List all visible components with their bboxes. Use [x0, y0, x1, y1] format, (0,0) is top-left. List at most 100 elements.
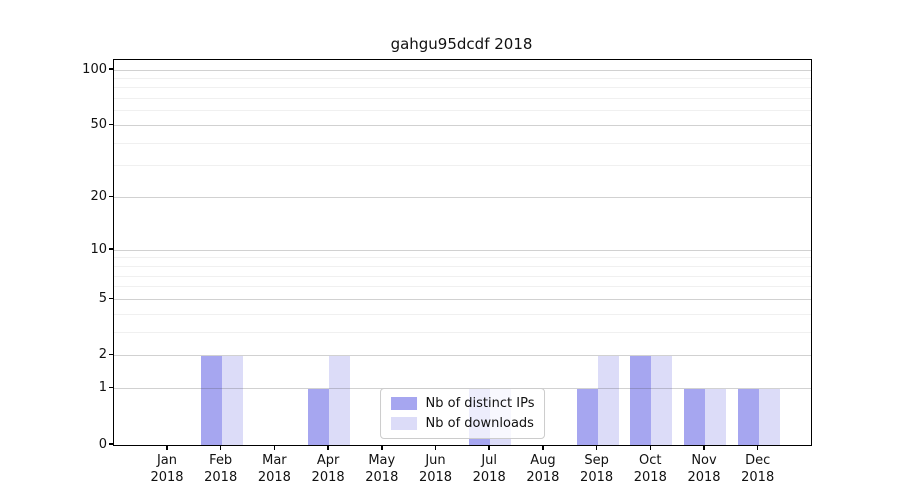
x-tick-month: May: [368, 453, 396, 468]
x-tick-mark: [219, 445, 222, 450]
y-tick-mark: [109, 386, 113, 389]
gridline-minor: [114, 257, 811, 259]
y-tick-label: 50: [90, 117, 107, 133]
gridline-minor: [114, 275, 811, 277]
gridline-minor: [114, 265, 811, 267]
bar-distinct-ips-dec: [737, 388, 759, 445]
gridline-minor: [114, 142, 811, 144]
legend-entry-downloads: Nb of downloads: [390, 416, 535, 431]
y-tick-mark: [109, 123, 113, 126]
x-tick-year: 2018: [526, 470, 560, 485]
bar-distinct-ips-feb: [200, 355, 222, 445]
gridline-major: [114, 69, 811, 71]
gridline-minor: [114, 165, 811, 167]
bar-downloads-oct: [651, 355, 673, 445]
x-tick-month: Dec: [745, 453, 771, 468]
x-tick-label-mar: Mar 2018: [242, 452, 306, 486]
bar-downloads-dec: [758, 388, 780, 445]
y-tick-label: 2: [98, 347, 107, 363]
x-tick-label-apr: Apr 2018: [296, 452, 360, 486]
gridline-major: [114, 298, 811, 300]
x-tick-year: 2018: [365, 470, 399, 485]
x-tick-label-may: May 2018: [350, 452, 414, 486]
x-tick-year: 2018: [472, 470, 506, 485]
x-tick-year: 2018: [687, 470, 721, 485]
y-tick-label: 0: [98, 436, 107, 452]
x-tick-year: 2018: [741, 470, 775, 485]
bar-downloads-nov: [705, 388, 726, 445]
x-tick-year: 2018: [150, 470, 184, 485]
gridline-major: [114, 125, 811, 127]
gridline-minor: [114, 77, 811, 79]
bar-downloads-sep: [597, 355, 619, 445]
legend-label-distinct-ips: Nb of distinct IPs: [425, 396, 535, 411]
x-tick-month: Oct: [639, 453, 662, 468]
x-tick-label-sep: Sep 2018: [565, 452, 629, 486]
x-tick-month: Jun: [425, 453, 446, 468]
x-tick-month: Mar: [262, 453, 287, 468]
x-tick-label-dec: Dec 2018: [726, 452, 790, 486]
x-tick-mark: [434, 445, 437, 450]
bar-downloads-feb: [221, 355, 243, 445]
gridline-minor: [114, 110, 811, 112]
x-tick-year: 2018: [257, 470, 291, 485]
bar-distinct-ips-sep: [576, 388, 598, 445]
x-tick-mark: [488, 445, 490, 450]
x-tick-mark: [381, 445, 383, 450]
x-tick-month: Feb: [209, 453, 233, 468]
bar-distinct-ips-oct: [630, 355, 652, 445]
y-tick-mark: [109, 68, 113, 70]
gridline-minor: [114, 313, 811, 315]
x-tick-label-oct: Oct 2018: [618, 452, 682, 486]
gridline-minor: [114, 331, 811, 333]
x-tick-year: 2018: [204, 470, 238, 485]
y-tick-mark: [109, 195, 113, 198]
y-tick-mark: [109, 248, 113, 250]
gridline-minor: [114, 98, 811, 100]
gridline-major: [114, 355, 811, 357]
x-tick-label-aug: Aug 2018: [511, 452, 575, 486]
x-tick-mark: [542, 445, 544, 450]
x-tick-mark: [649, 445, 652, 450]
legend-entry-distinct-ips: Nb of distinct IPs: [390, 396, 535, 411]
x-tick-month: Jul: [481, 453, 498, 468]
gridline-major: [114, 249, 811, 251]
y-tick-label: 1: [98, 380, 107, 396]
x-tick-year: 2018: [580, 470, 614, 485]
y-tick-label: 20: [90, 189, 107, 205]
legend-swatch-distinct-ips: [390, 397, 417, 410]
x-tick-mark: [595, 445, 598, 450]
y-tick-label: 100: [82, 61, 107, 77]
x-tick-mark: [756, 445, 759, 450]
bar-downloads-apr: [329, 355, 351, 445]
x-tick-month: Nov: [691, 453, 717, 468]
chart-title: gahgu95dcdf 2018: [390, 35, 533, 53]
x-tick-label-jan: Jan 2018: [135, 452, 199, 486]
x-tick-mark: [273, 445, 276, 450]
plot-area: Nb of distinct IPs Nb of downloads: [113, 59, 812, 446]
gridline-minor: [114, 286, 811, 288]
x-tick-label-jul: Jul 2018: [457, 452, 521, 486]
bar-distinct-ips-nov: [684, 388, 705, 445]
legend-swatch-downloads: [390, 417, 417, 430]
y-tick-mark: [109, 297, 113, 300]
x-tick-mark: [703, 445, 705, 450]
gridline-major: [114, 197, 811, 199]
x-tick-month: Sep: [584, 453, 609, 468]
gridline-minor: [114, 87, 811, 89]
x-tick-mark: [166, 445, 168, 450]
x-tick-year: 2018: [311, 470, 345, 485]
bar-distinct-ips-apr: [308, 388, 330, 445]
x-tick-year: 2018: [418, 470, 453, 485]
x-tick-year: 2018: [633, 470, 667, 485]
legend-label-downloads: Nb of downloads: [425, 416, 534, 431]
x-tick-mark: [327, 445, 329, 450]
y-tick-mark: [109, 353, 113, 356]
x-tick-month: Apr: [316, 453, 340, 468]
legend: Nb of distinct IPs Nb of downloads: [379, 388, 546, 439]
y-tick-mark: [109, 443, 113, 445]
x-tick-label-nov: Nov 2018: [672, 452, 736, 486]
x-tick-label-jun: Jun 2018: [404, 452, 468, 486]
y-tick-label: 10: [90, 241, 107, 257]
